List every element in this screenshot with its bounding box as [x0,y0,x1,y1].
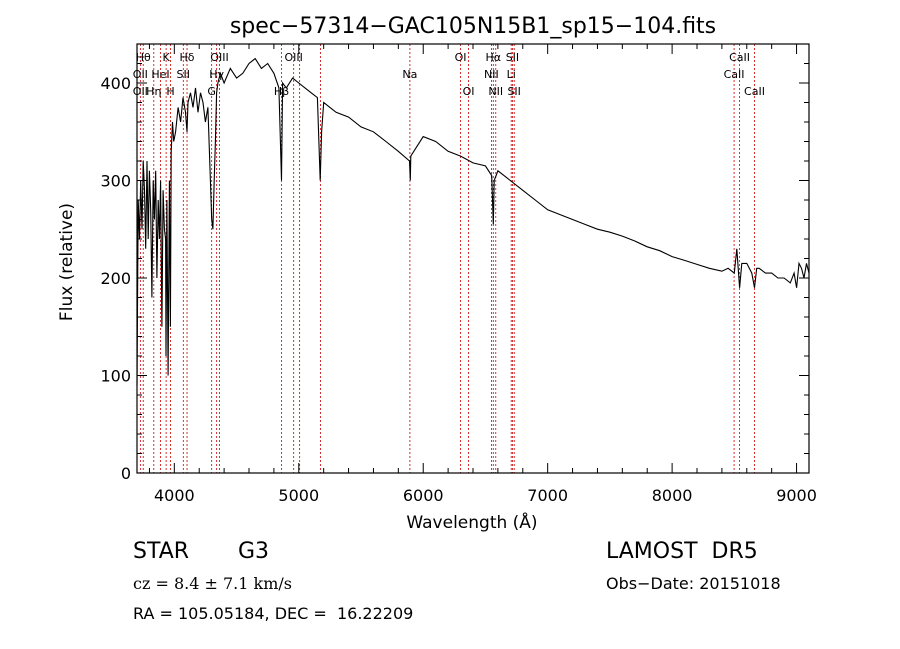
spectral-line-label: CaII [729,51,750,64]
spectral-line-label: Hα [486,51,502,64]
spectral-line-label: SII [507,85,520,98]
x-tick-label: 5000 [278,486,319,505]
x-axis-label: Wavelength (Å) [406,511,537,533]
marker-lines-layer [139,44,755,473]
spectral-line-label: CaII [744,85,765,98]
spectral-line-label: NII [488,85,503,98]
spectral-line-label: NII [484,68,499,81]
spectral-line-label: OII [133,68,148,81]
survey-name: LAMOST DR5 [606,539,758,564]
spectral-line-label: Hθ [136,51,151,64]
spectral-line-label: HeI [151,68,169,81]
spectral-line-label: CaII [724,68,745,81]
spectrum-line [136,57,810,386]
spectral-line-label: Hγ [209,68,224,81]
spectral-line-label: Li [507,68,516,81]
y-tick-label: 200 [100,269,131,288]
plot-frame [136,43,810,474]
spectral-line-label: OI [455,51,467,64]
chart-title: spec−57314−GAC105N15B1_sp15−104.fits [230,14,716,39]
spectral-line-label: Hη [146,85,161,98]
spectral-line-label: G [207,85,216,98]
x-tick-label: 9000 [776,486,817,505]
spectral-line-label: Na [402,68,417,81]
x-tick-label: 7000 [527,486,568,505]
marker-labels-layer: HθOIIOIIHηHeIKHSIIHδGHγOIIIHβOIIINaOIOIN… [133,51,765,98]
spectral-line-label: OIII [284,51,302,64]
y-axis-label: Flux (relative) [57,203,77,321]
y-tick-label: 400 [100,74,131,93]
spectral-line-label: SII [506,51,519,64]
spectral-subclass: G3 [238,539,270,564]
x-tick-label: 8000 [652,486,693,505]
y-tick-label: 0 [121,464,131,483]
spectral-line-label: SII [177,68,190,81]
y-tick-label: 100 [100,367,131,386]
coordinates: RA = 105.05184, DEC = 16.22209 [133,604,414,623]
redshift-velocity: cz = 8.4 ± 7.1 km/s [133,574,292,593]
y-tick-label: 300 [100,172,131,191]
spectral-line-label: Hδ [180,51,195,64]
spectral-line-label: Hβ [274,85,289,98]
x-tick-label: 4000 [154,486,195,505]
spectral-line-label: OIII [210,51,228,64]
spectral-line-label: OI [463,85,475,98]
spectral-line-label: K [163,51,171,64]
object-class: STAR [133,539,190,564]
observation-date: Obs−Date: 20151018 [606,574,781,593]
axis-ticks-layer: 4000 5000 6000 7000 8000 9000 0 100 200 300 400 [100,44,817,505]
x-tick-label: 6000 [403,486,444,505]
spectral-line-label: H [166,85,174,98]
